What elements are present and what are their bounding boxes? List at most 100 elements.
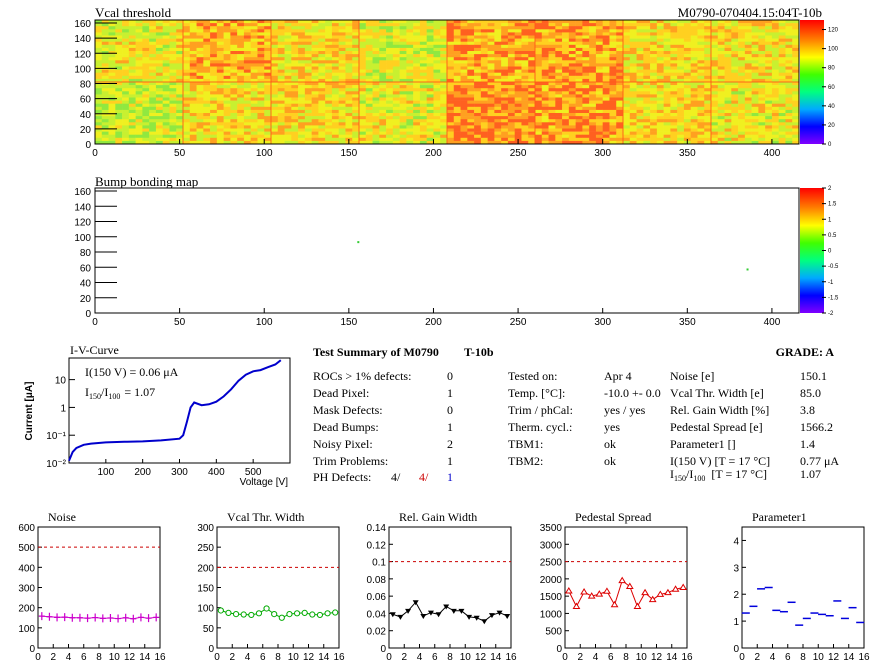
vcal-cell (277, 54, 285, 58)
vcal-cell (352, 38, 360, 42)
vcal-cell (440, 137, 448, 142)
vcal-cell (711, 109, 719, 114)
vcal-cell (162, 23, 170, 27)
vcal-cell (95, 119, 103, 123)
vcal-cell (108, 78, 116, 83)
vcal-cell (670, 51, 678, 55)
vcal-cell (237, 119, 245, 123)
iv-x-tick-label: 500 (245, 467, 262, 478)
vcal-cell (785, 38, 793, 42)
vcal-cell (379, 78, 387, 83)
roc-plot-y-label: 1 (733, 617, 739, 628)
vcal-cell (738, 47, 746, 52)
vcal-cell (494, 72, 502, 77)
vcal-cell (785, 137, 793, 142)
vcal-cell (623, 103, 631, 108)
vcal-cell (413, 72, 421, 77)
vcal-cell (311, 100, 319, 104)
vcal-cell (744, 78, 752, 83)
vcal-cell (758, 75, 766, 80)
vcal-cell (602, 66, 610, 70)
vcal-cell (237, 116, 245, 120)
vcal-cell (284, 51, 292, 55)
vcal-cell (223, 88, 231, 92)
vcal-cell (507, 116, 515, 120)
vcal-cell (677, 97, 685, 101)
vcal-cell (101, 41, 109, 46)
vcal-cell (264, 35, 272, 39)
vcal-cell (108, 119, 116, 123)
vcal-cell (243, 51, 251, 55)
vcal-cell (128, 122, 136, 126)
vcal-cell (101, 75, 109, 80)
vcal-cell (108, 72, 116, 77)
vcal-cell (406, 140, 414, 145)
vcal-cell (365, 119, 373, 123)
vcal-cell (731, 78, 739, 83)
vcal-cell (636, 51, 644, 55)
z-tick-label: 40 (828, 104, 835, 110)
roc-plot-x-label: 0 (386, 652, 392, 663)
vcal-cell (352, 29, 360, 33)
vcal-cell (433, 35, 441, 39)
vcal-cell (271, 137, 279, 142)
vcal-cell (650, 23, 658, 27)
roc-plot-x-label: 2 (401, 652, 407, 663)
vcal-cell (778, 116, 786, 120)
vcal-cell (419, 20, 427, 24)
vcal-cell (609, 35, 617, 39)
vcal-cell (758, 66, 766, 70)
vcal-cell (216, 75, 224, 80)
vcal-cell (548, 26, 556, 30)
vcal-cell (115, 128, 123, 132)
vcal-cell (359, 60, 367, 64)
vcal-cell (216, 106, 224, 111)
vcal-cell (785, 82, 793, 86)
vcal-cell (162, 60, 170, 64)
vcal-cell (683, 103, 691, 108)
x-tick-label: 350 (679, 148, 696, 159)
vcal-cell (108, 140, 116, 145)
vcal-cell (386, 140, 394, 145)
vcal-cell (704, 94, 712, 98)
vcal-cell (284, 94, 292, 98)
vcal-cell (365, 20, 373, 24)
vcal-cell (738, 51, 746, 55)
vcal-cell (379, 32, 387, 36)
vcal-cell (555, 78, 563, 83)
vcal-cell (419, 63, 427, 67)
vcal-cell (155, 122, 163, 126)
vcal-cell (291, 75, 299, 80)
vcal-cell (548, 85, 556, 89)
vcal-cell (331, 51, 339, 55)
vcal-cell (176, 20, 184, 24)
vcal-cell (223, 75, 231, 80)
vcal-cell (298, 57, 306, 61)
vcal-cell (230, 60, 238, 64)
roc-plot-point (92, 613, 99, 622)
vcal-cell (683, 26, 691, 30)
vcal-cell (636, 131, 644, 135)
vcal-cell (650, 140, 658, 145)
vcal-cell (771, 72, 779, 77)
vcal-cell (108, 51, 116, 55)
vcal-cell (697, 94, 705, 98)
vcal-cell (237, 137, 245, 142)
vcal-cell (325, 57, 333, 61)
vcal-cell (345, 41, 353, 46)
vcal-cell (183, 106, 191, 111)
vcal-cell (677, 131, 685, 135)
vcal-cell (778, 75, 786, 80)
vcal-cell (325, 82, 333, 86)
vcal-cell (440, 26, 448, 30)
vcal-cell (453, 94, 461, 98)
vcal-cell (629, 66, 637, 70)
x-tick-label: 150 (341, 148, 358, 159)
vcal-cell (426, 88, 434, 92)
vcal-cell (352, 100, 360, 104)
vcal-cell (325, 100, 333, 104)
vcal-cell (568, 82, 576, 86)
vcal-cell (487, 134, 495, 139)
vcal-cell (325, 103, 333, 108)
